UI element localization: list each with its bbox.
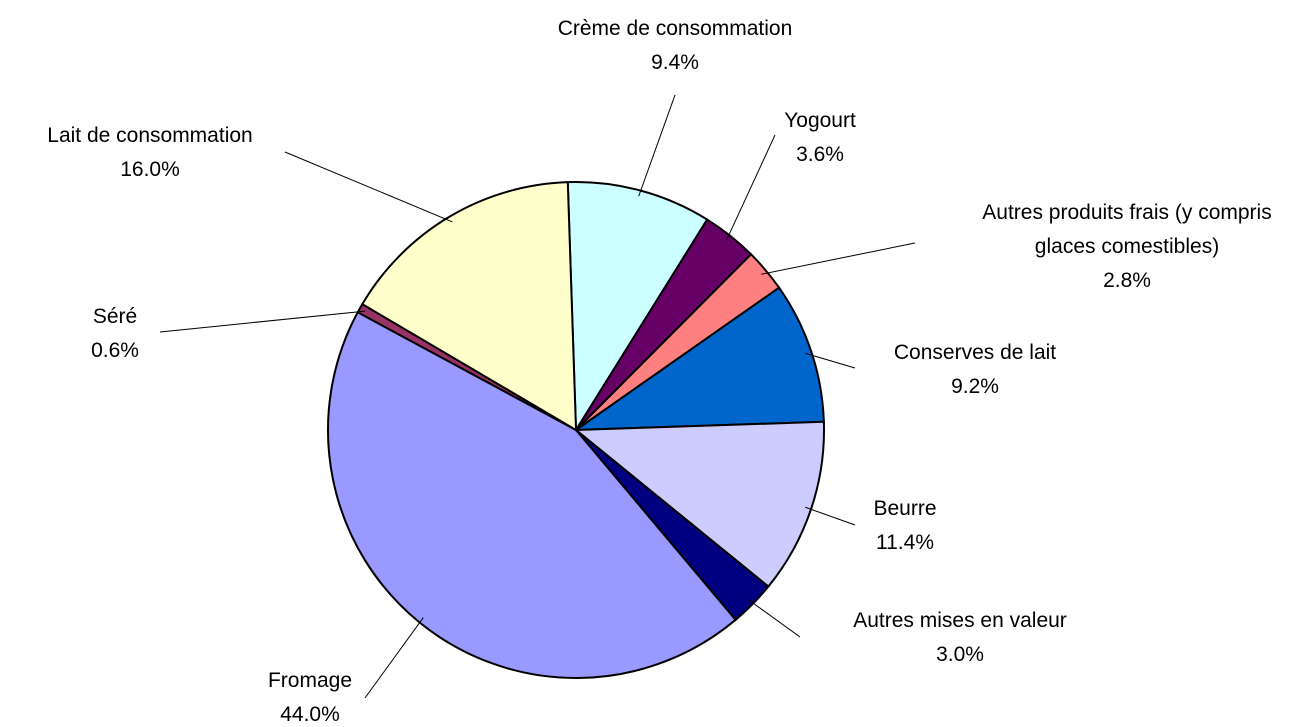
leader-line [805, 506, 856, 526]
slice-label: Conserves de lait 9.2% [845, 336, 1105, 404]
category-label: Conserves de lait [893, 341, 1057, 364]
leader-line [638, 94, 676, 197]
value-label: 16.0% [120, 158, 180, 181]
slice-label: Crème de consommation 9.4% [495, 12, 855, 80]
leader-line [364, 617, 424, 699]
slice-label: Fromage 44.0% [230, 664, 390, 727]
pie-slice [360, 181, 578, 432]
leader-line [761, 242, 916, 275]
value-label: 0.6% [91, 339, 139, 362]
category-label: Autres produits frais (y compris glaces … [982, 201, 1272, 258]
value-label: 9.2% [951, 375, 999, 398]
leader-line [748, 599, 801, 638]
slice-label: Autres mises en valeur 3.0% [800, 604, 1120, 672]
category-label: Yogourt [784, 109, 856, 132]
value-label: 2.8% [1103, 269, 1151, 292]
value-label: 44.0% [280, 703, 340, 726]
category-label: Beurre [873, 497, 937, 520]
category-label: Fromage [267, 669, 353, 692]
slice-label: Yogourt 3.6% [720, 104, 920, 172]
category-label: Séré [92, 305, 138, 328]
slice-label: Autres produits frais (y compris glaces … [952, 196, 1302, 298]
value-label: 3.0% [936, 643, 984, 666]
category-label: Autres mises en valeur [853, 609, 1067, 632]
value-label: 3.6% [796, 143, 844, 166]
value-label: 9.4% [651, 51, 699, 74]
slice-label: Beurre 11.4% [825, 492, 985, 560]
leader-line [284, 151, 453, 223]
pie-slice [572, 286, 825, 432]
leader-line [725, 134, 776, 241]
slice-label: Séré 0.6% [55, 300, 175, 368]
slice-label: Lait de consommation 16.0% [0, 119, 300, 187]
leader-line [159, 310, 366, 333]
category-label: Lait de consommation [47, 124, 253, 147]
leader-line [805, 352, 856, 369]
category-label: Crème de consommation [557, 17, 793, 40]
value-label: 11.4% [876, 531, 934, 554]
